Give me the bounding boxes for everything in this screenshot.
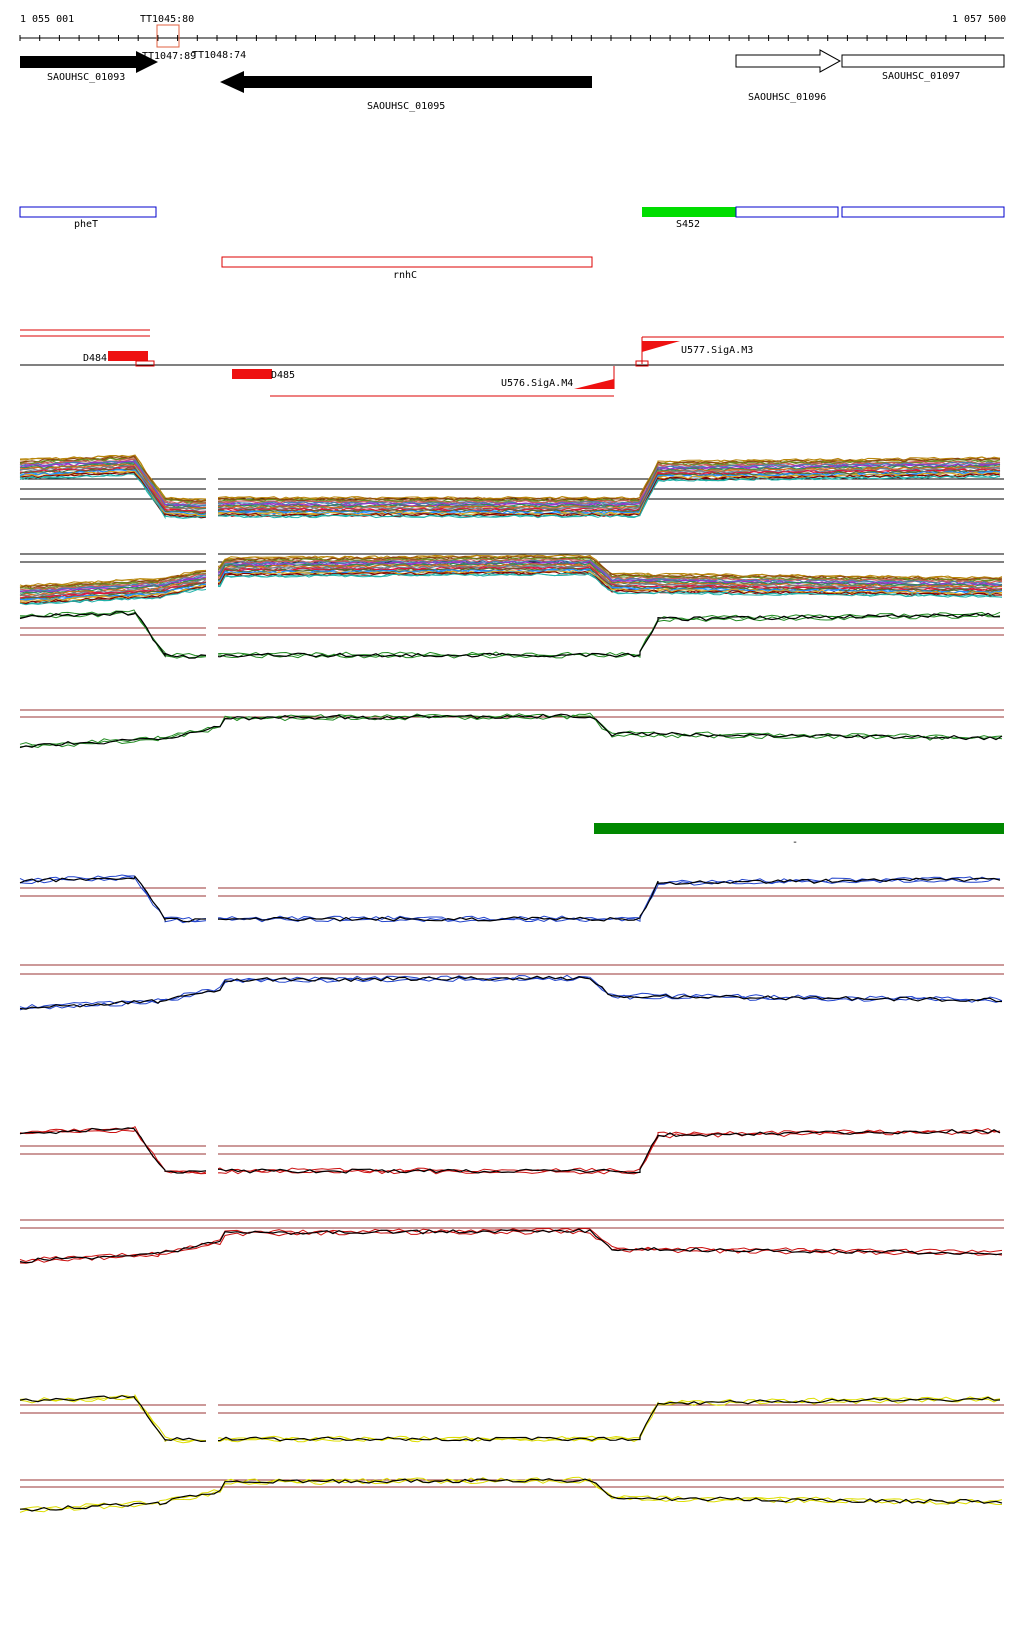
multi-track-reverse [19,542,1004,632]
signal-line [19,875,1001,923]
sample-line [19,454,1001,502]
sample-line [19,471,1001,519]
track-gap [206,1112,218,1182]
sample-line [19,570,1003,604]
segment-D485[interactable] [232,369,272,379]
signal-line [19,1127,1001,1174]
sample-line [20,463,1001,509]
multi-track-forward [19,438,1004,528]
terminator-label: TT1045:80 [140,14,194,25]
segment-label: D484 [83,353,107,364]
sample-line [19,555,1003,589]
annotation-track: pheT S452 rnhC [19,206,1005,281]
annotation-highlight-S452[interactable] [642,207,736,217]
signal-line [19,611,1001,659]
segment-label: U577.SigA.M3 [681,345,753,356]
segment-label: D485 [271,370,295,381]
track-gap [206,1380,218,1450]
sample-line [19,558,1003,591]
sample-line [19,458,1001,506]
sample-line [19,562,1003,596]
gene-label: SAOUHSC_01093 [47,72,125,83]
sample-line [19,572,1003,606]
signal-line [19,974,1003,1010]
terminator-label: TT1047:89 [142,51,196,62]
terminator-box[interactable] [156,24,180,48]
sample-line [19,465,1001,513]
signal-line [19,1228,1003,1264]
signal-line [19,714,1003,749]
track-gap [206,596,218,666]
gene-arrow-SAOUHSC_01093[interactable] [20,51,158,73]
sample-line [19,468,1001,516]
tss-U576.SigA.M4[interactable] [574,379,614,389]
signal-line [19,874,1001,923]
green-reverse-track [19,709,1004,749]
signal-line [19,1395,1001,1443]
annotation-box[interactable] [841,206,1005,218]
gene-label: SAOUHSC_01096 [748,92,826,103]
gene-track: SAOUHSC_01093 SAOUHSC_01095 SAOUHSC_0109… [20,49,1005,112]
track-gap [206,438,218,528]
yellow-forward-track [19,1380,1004,1450]
gene-arrow-SAOUHSC_01096[interactable] [735,49,842,73]
sample-line [19,566,1003,599]
annotation-box-pheT[interactable] [19,206,157,218]
sample-line [19,568,1003,601]
annotation-label: pheT [74,219,98,230]
green-forward-track [19,596,1004,666]
sample-line [19,554,1003,588]
region-bar[interactable] [594,823,1004,834]
sample-line [19,557,1003,590]
annotation-box[interactable] [735,206,839,218]
small-mark: - [792,837,798,848]
signal-line [19,875,1001,924]
sample-line [19,467,1001,515]
ruler-ticks [19,35,986,41]
signal-line [19,975,1003,1010]
ruler-end-label: 1 057 500 [952,14,1006,25]
red-reverse-track [19,1219,1004,1264]
sample-line [19,472,1001,519]
blue-forward-track [19,860,1004,930]
segment-D484[interactable] [108,351,148,361]
signal-line [19,1230,1003,1264]
gene-arrow-SAOUHSC_01095[interactable] [220,71,592,93]
annotation-label: rnhC [393,270,417,281]
annotation-box-rnhC[interactable] [221,256,593,268]
signal-line [19,1128,1001,1175]
signal-line [19,1395,1001,1444]
gene-box-SAOUHSC_01097[interactable] [841,54,1005,68]
track-gap [206,860,218,930]
coordinate-ruler: 1 055 001 1 057 500 TT1045:80 TT1047:89 … [19,14,1006,62]
segment-label: U576.SigA.M4 [501,378,573,389]
sample-line [19,460,1001,509]
terminator-label: TT1048:74 [192,50,246,61]
ruler-start-label: 1 055 001 [20,14,74,25]
sample-line [19,561,1003,593]
red-forward-track [19,1112,1004,1182]
sample-line [19,563,1003,597]
segment-track: D484 D485 U576.SigA.M4 U577.SigA.M3 [20,329,1004,397]
signal-line [19,1476,1003,1510]
signal-line [19,1478,1003,1512]
multi-sample-tracks [19,438,1004,632]
blue-reverse-track [19,964,1004,1011]
single-sample-tracks [19,596,1004,1513]
gene-label: SAOUHSC_01095 [367,101,445,112]
signal-line [19,976,1003,1011]
yellow-reverse-track [19,1476,1004,1513]
sample-line [19,473,1001,520]
annotation-label: S452 [676,219,700,230]
signal-line [19,713,1003,749]
gene-label: SAOUHSC_01097 [882,71,960,82]
tss-U577.SigA.M3[interactable] [642,341,680,352]
signal-line [19,712,1003,746]
signal-line [19,1227,1003,1263]
signal-line [19,1479,1003,1513]
signal-line [19,611,1000,659]
sample-line [19,565,1003,598]
